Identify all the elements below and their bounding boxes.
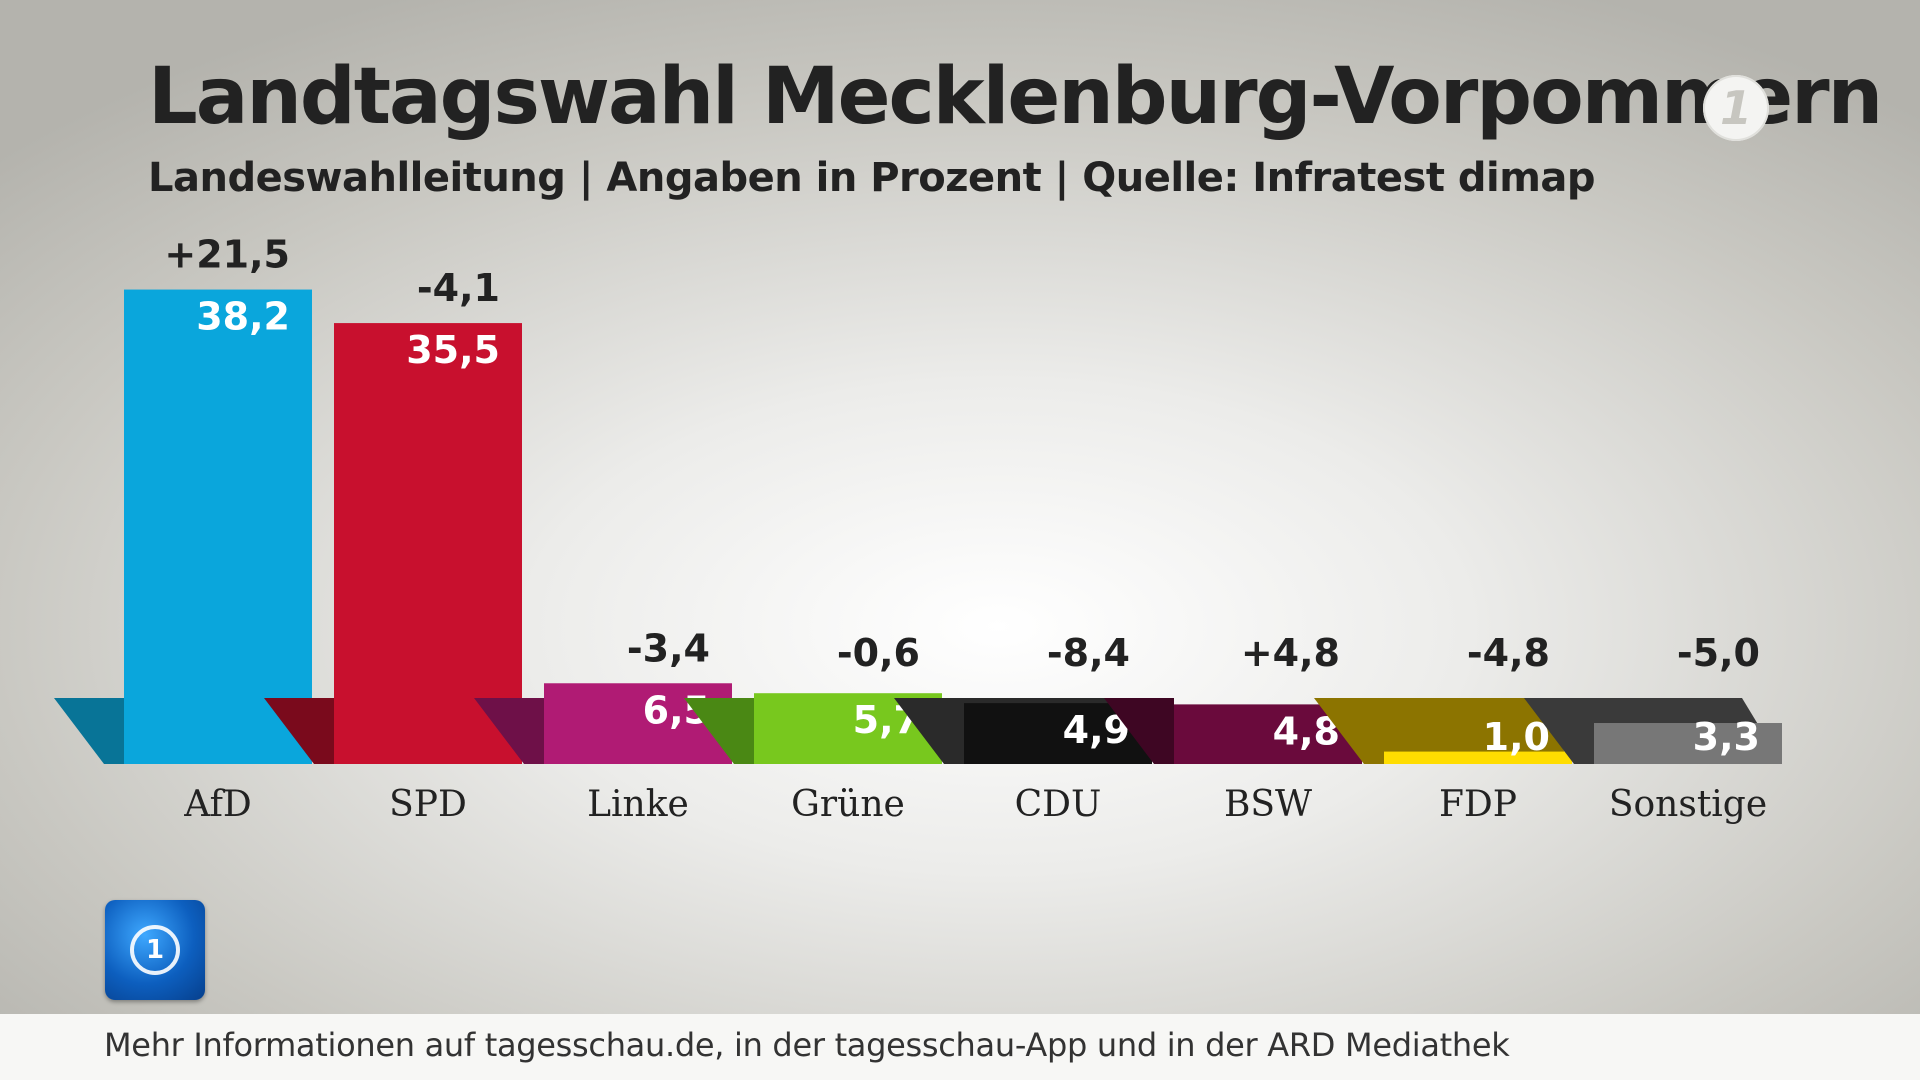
- tagesschau-globe-icon: 1: [105, 900, 205, 1000]
- bar: [334, 323, 522, 764]
- ard-one-logo-icon: 1: [1703, 75, 1769, 141]
- bar-shadow: [1104, 698, 1174, 764]
- bar-value-label: 3,3: [1693, 715, 1760, 759]
- bar-shadow: [894, 698, 964, 764]
- bar: [1384, 751, 1572, 764]
- bar-shadow: [1524, 698, 1594, 764]
- bar-change-label: -3,4: [627, 626, 710, 670]
- bar-change-label: -0,6: [837, 631, 920, 675]
- category-label: FDP: [1439, 784, 1517, 825]
- bar-shadow: [54, 698, 124, 764]
- bar-shadow: [1314, 698, 1384, 764]
- bar: [124, 289, 312, 764]
- bar-previous-result: [1344, 698, 1572, 764]
- category-label: Grüne: [791, 784, 905, 825]
- bar: [1594, 723, 1782, 764]
- bar-change-label: -4,8: [1467, 631, 1550, 675]
- category-label: Sonstige: [1609, 784, 1767, 825]
- bar-value-label: 38,2: [196, 295, 290, 339]
- category-label: CDU: [1015, 784, 1102, 825]
- category-label: AfD: [183, 784, 252, 825]
- category-label: BSW: [1224, 784, 1312, 825]
- bar-shadow: [474, 698, 544, 764]
- category-label: Linke: [587, 784, 689, 825]
- bar-shadow: [264, 698, 334, 764]
- bar-change-label: +21,5: [164, 233, 290, 277]
- chart-title: Landtagswahl Mecklenburg-Vorpommern: [148, 52, 1883, 142]
- chart-subtitle: Landeswahlleitung | Angaben in Prozent |…: [148, 155, 1596, 201]
- bar-change-label: -5,0: [1677, 631, 1760, 675]
- category-label: SPD: [389, 784, 467, 825]
- bar-change-label: -4,1: [417, 266, 500, 310]
- bar: [544, 683, 732, 764]
- footer-text: Mehr Informationen auf tagesschau.de, in…: [104, 1026, 1510, 1064]
- bar-shadow: [684, 698, 754, 764]
- bar-change-label: -8,4: [1047, 631, 1130, 675]
- bar-change-label: +4,8: [1241, 631, 1340, 675]
- bar-value-label: 1,0: [1483, 715, 1550, 759]
- footer-bar: Mehr Informationen auf tagesschau.de, in…: [0, 1014, 1920, 1080]
- bar-value-label: 35,5: [406, 328, 500, 372]
- bar-chart: 38,2+21,5AfD35,5-4,1SPD6,5-3,4Linke5,7-0…: [54, 233, 1782, 825]
